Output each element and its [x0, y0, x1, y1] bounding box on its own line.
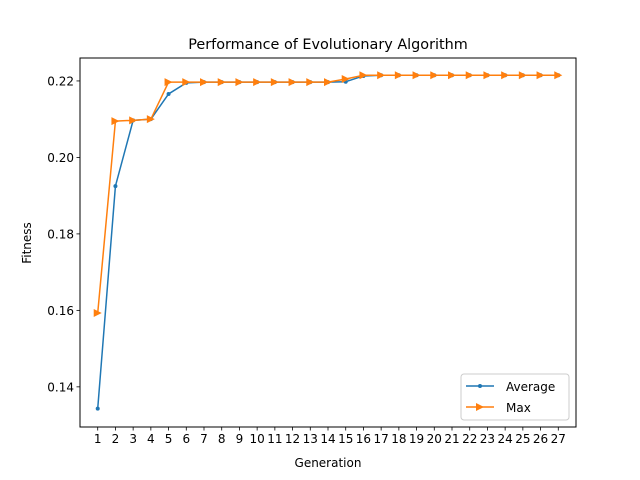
- y-tick-label: 0.16: [47, 304, 74, 318]
- x-tick-label: 25: [515, 432, 530, 446]
- data-point-max: [270, 78, 279, 87]
- legend-average-label: Average: [506, 380, 555, 394]
- x-tick-label: 12: [285, 432, 300, 446]
- legend-item-max: Max: [466, 401, 531, 415]
- data-point-max: [536, 71, 545, 80]
- x-tick-label: 5: [165, 432, 173, 446]
- y-axis-ticks: 0.14 0.16 0.18 0.20 0.22: [47, 74, 80, 394]
- data-point-max: [430, 71, 439, 80]
- data-point-max: [324, 78, 332, 87]
- plot-area: [79, 57, 577, 428]
- series-max: [93, 71, 563, 318]
- data-point-max: [93, 309, 102, 318]
- series-layer: [93, 71, 563, 411]
- x-tick-label: 11: [267, 432, 282, 446]
- x-tick-label: 2: [112, 432, 120, 446]
- data-point-max: [394, 71, 403, 80]
- x-tick-label: 6: [182, 432, 190, 446]
- data-point-max: [306, 78, 315, 87]
- data-point-max: [164, 78, 173, 87]
- x-axis-ticks: 1 2 3 4 5 6 7 8 9 10 11 12 13 14 15 16 17 18 19 20 21 22 23 24 2…: [94, 427, 566, 446]
- x-axis-label: Generation: [295, 456, 362, 470]
- x-tick-label: 17: [374, 432, 389, 446]
- data-point-max: [359, 71, 368, 80]
- data-point-max: [253, 78, 262, 87]
- x-tick-label: 21: [444, 432, 459, 446]
- x-tick-label: 3: [129, 432, 137, 446]
- data-point-max: [501, 71, 510, 80]
- data-point-max: [182, 78, 191, 87]
- data-point-max: [412, 71, 421, 80]
- x-tick-label: 15: [338, 432, 353, 446]
- x-tick-label: 24: [498, 432, 513, 446]
- chart-title: Performance of Evolutionary Algorithm: [188, 37, 468, 53]
- x-tick-label: 20: [427, 432, 442, 446]
- x-tick-label: 9: [236, 432, 244, 446]
- y-tick-label: 0.22: [47, 74, 74, 88]
- x-tick-label: 4: [147, 432, 155, 446]
- x-tick-label: 26: [533, 432, 548, 446]
- x-tick-label: 10: [250, 432, 265, 446]
- x-tick-label: 22: [462, 432, 477, 446]
- data-point-max: [483, 71, 492, 80]
- x-tick-label: 13: [303, 432, 318, 446]
- data-point-max: [341, 75, 350, 84]
- x-tick-label: 27: [551, 432, 566, 446]
- data-point-max: [448, 71, 456, 80]
- data-point-max: [217, 78, 226, 87]
- x-tick-label: 8: [218, 432, 226, 446]
- legend: Average Max: [460, 373, 570, 421]
- y-tick-label: 0.14: [47, 380, 74, 394]
- y-tick-label: 0.18: [47, 227, 74, 241]
- x-tick-label: 23: [480, 432, 495, 446]
- x-tick-label: 19: [409, 432, 424, 446]
- x-tick-label: 16: [356, 432, 371, 446]
- x-tick-label: 7: [200, 432, 208, 446]
- y-tick-label: 0.20: [47, 151, 74, 165]
- data-point-max: [129, 116, 138, 125]
- data-point-max: [518, 71, 527, 80]
- data-point-average: [166, 91, 171, 96]
- y-axis-label: Fitness: [20, 222, 34, 264]
- data-point-max: [288, 78, 297, 87]
- x-tick-label: 14: [320, 432, 335, 446]
- data-point-max: [465, 71, 474, 80]
- data-point-max: [111, 117, 120, 126]
- legend-average-marker: [478, 384, 482, 388]
- data-point-average: [95, 406, 100, 411]
- data-point-max: [554, 71, 563, 80]
- x-tick-label: 18: [391, 432, 406, 446]
- data-point-max: [200, 78, 208, 87]
- data-point-max: [146, 115, 155, 124]
- legend-max-label: Max: [506, 401, 531, 415]
- legend-max-marker: [476, 403, 484, 411]
- data-point-average: [113, 184, 118, 189]
- x-tick-label: 1: [94, 432, 102, 446]
- data-point-max: [235, 78, 244, 87]
- legend-item-average: Average: [466, 380, 555, 394]
- data-point-max: [377, 71, 386, 80]
